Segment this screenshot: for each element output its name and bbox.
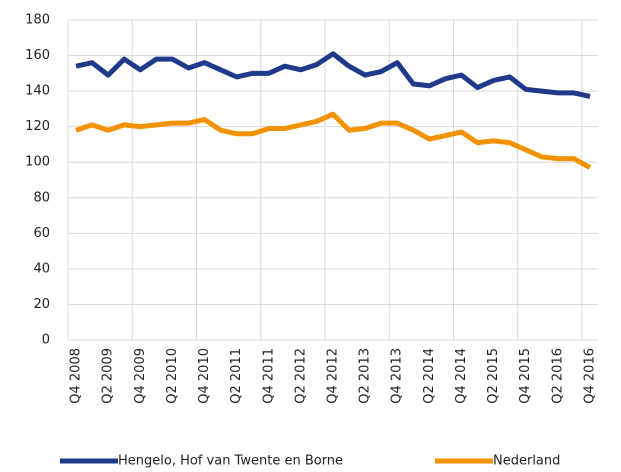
x-tick-label: Q4 2015 [518,348,533,404]
x-tick-label: Q2 2012 [293,348,308,404]
x-tick-label: Q2 2009 [101,348,116,404]
y-tick-label: 60 [33,226,50,241]
x-tick-label: Q2 2015 [486,348,501,404]
legend-label: Nederland [493,454,560,469]
y-tick-label: 160 [25,48,50,63]
x-tick-label: Q2 2010 [165,348,180,404]
x-tick-label: Q4 2012 [326,348,341,404]
y-tick-label: 120 [25,119,50,134]
x-tick-label: Q2 2011 [229,348,244,404]
x-tick-label: Q4 2014 [454,348,469,404]
x-tick-label: Q4 2016 [582,348,597,404]
legend-label: Hengelo, Hof van Twente en Borne [118,454,343,469]
series-line [75,51,591,99]
x-tick-label: Q4 2008 [69,348,84,404]
x-tick-label: Q4 2009 [133,348,148,404]
y-tick-label: 20 [33,297,50,312]
x-tick-label: Q4 2010 [197,348,212,404]
x-tick-label: Q2 2013 [358,348,373,404]
series-line [75,111,592,170]
x-tick-label: Q2 2014 [422,348,437,404]
y-tick-label: 80 [33,190,50,205]
y-tick-label: 40 [33,261,50,276]
x-tick-label: Q4 2011 [261,348,276,404]
x-tick-label: Q4 2013 [390,348,405,404]
y-tick-label: 0 [42,333,50,348]
y-tick-label: 140 [25,84,50,99]
y-tick-label: 100 [25,155,50,170]
x-tick-label: Q2 2016 [550,348,565,404]
y-tick-label: 180 [25,13,50,28]
